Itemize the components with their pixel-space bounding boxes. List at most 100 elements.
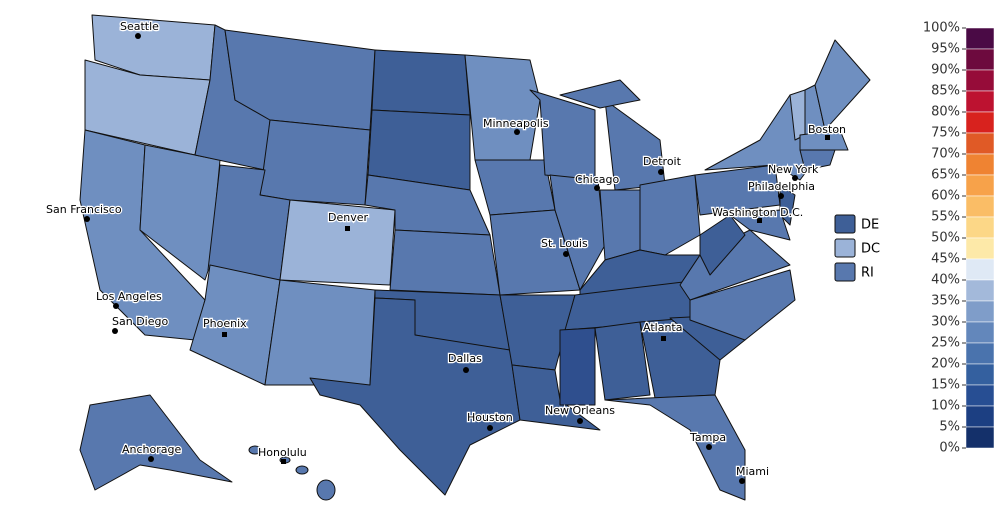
city-label: Philadelphia [748, 180, 815, 193]
city-dot [563, 251, 569, 257]
scale-label: 95% [931, 42, 960, 57]
scale-label: 85% [931, 84, 960, 99]
state [189, 264, 281, 386]
scale-label: 20% [931, 357, 960, 372]
city-label: St. Louis [541, 237, 588, 250]
city-dot [112, 328, 118, 334]
city-dot [661, 336, 666, 341]
scale-label: 90% [931, 63, 960, 78]
city-label: Houston [467, 411, 513, 424]
state [599, 189, 641, 261]
state [639, 174, 701, 256]
scale-label: 25% [931, 336, 960, 351]
city-dot [658, 169, 664, 175]
state [264, 279, 376, 386]
state [729, 209, 791, 241]
city-label: Chicago [575, 173, 619, 186]
scale-label: 70% [931, 147, 960, 162]
state [295, 465, 309, 475]
state [259, 119, 371, 206]
city-label: Tampa [689, 431, 726, 444]
city-label: Detroit [643, 155, 682, 168]
scale-segment [965, 363, 995, 386]
state [474, 159, 556, 216]
state [594, 321, 651, 401]
city-dot [757, 218, 762, 223]
state [248, 445, 262, 455]
state [309, 297, 521, 496]
city-dot [84, 216, 90, 222]
scale-segment [965, 132, 995, 155]
scale-label: 50% [931, 231, 960, 246]
city-dot [706, 444, 712, 450]
city-dot [594, 185, 600, 191]
scale-label: 15% [931, 378, 960, 393]
state [371, 49, 471, 116]
scale-segment [965, 195, 995, 218]
scale-segment [965, 174, 995, 197]
scale-label: 40% [931, 273, 960, 288]
city-label: Atlanta [643, 321, 682, 334]
state [689, 269, 796, 341]
scale-segment [965, 90, 995, 113]
city-label: Anchorage [122, 443, 181, 456]
city-dot [281, 459, 286, 464]
city-dot [577, 418, 583, 424]
state [511, 364, 601, 431]
city-dot [825, 135, 830, 140]
legend-label: DE [861, 218, 879, 233]
city-label: Seattle [120, 20, 159, 33]
city-label: Boston [808, 123, 846, 136]
scale-label: 100% [923, 21, 960, 36]
state [389, 229, 501, 296]
city-label: San Diego [112, 315, 168, 328]
state [559, 327, 596, 406]
state [814, 39, 871, 131]
scale-segment [965, 69, 995, 92]
city-dot [135, 33, 141, 39]
legend-label: DC [861, 242, 880, 257]
city-label: Minneapolis [483, 117, 549, 130]
scale-segment [965, 111, 995, 134]
city-dot [222, 332, 227, 337]
state [799, 129, 849, 151]
scale-segment [965, 216, 995, 239]
color-scale: 100% 95% 90% 85% 80% 75% 70% 65% 60% 55% 50% 45% 40%… [923, 21, 995, 456]
state [559, 79, 641, 109]
scale-segment [965, 300, 995, 323]
city-dot [148, 456, 154, 462]
state [679, 229, 791, 301]
legend-swatch [834, 238, 856, 258]
scale-label: 5% [939, 420, 960, 435]
state [79, 394, 233, 491]
states [79, 14, 871, 501]
legend-swatch [834, 262, 856, 282]
scale-label: 45% [931, 252, 960, 267]
city-label: Honolulu [258, 446, 307, 459]
scale-label: 0% [939, 441, 960, 456]
state [699, 214, 746, 276]
legend-label: RI [861, 266, 874, 281]
scale-segment [965, 237, 995, 260]
scale-label: 80% [931, 105, 960, 120]
scale-label: 65% [931, 168, 960, 183]
scale-segment [965, 279, 995, 302]
city-dot [487, 425, 493, 431]
scale-segment [965, 258, 995, 281]
city-dot [113, 303, 119, 309]
scale-segment [965, 321, 995, 344]
scale-label: 30% [931, 315, 960, 330]
state [464, 54, 541, 161]
scale-segment [965, 342, 995, 365]
scale-segment [965, 384, 995, 407]
state [799, 149, 836, 171]
city-dot [514, 129, 520, 135]
city-dot [345, 226, 350, 231]
scale-label: 60% [931, 189, 960, 204]
scale-label: 35% [931, 294, 960, 309]
legend: DE DC RI [834, 214, 880, 282]
city-dot [739, 478, 745, 484]
city-label: Miami [736, 465, 769, 478]
cities: Seattle Minneapolis Boston Detroit Chica… [45, 19, 847, 484]
